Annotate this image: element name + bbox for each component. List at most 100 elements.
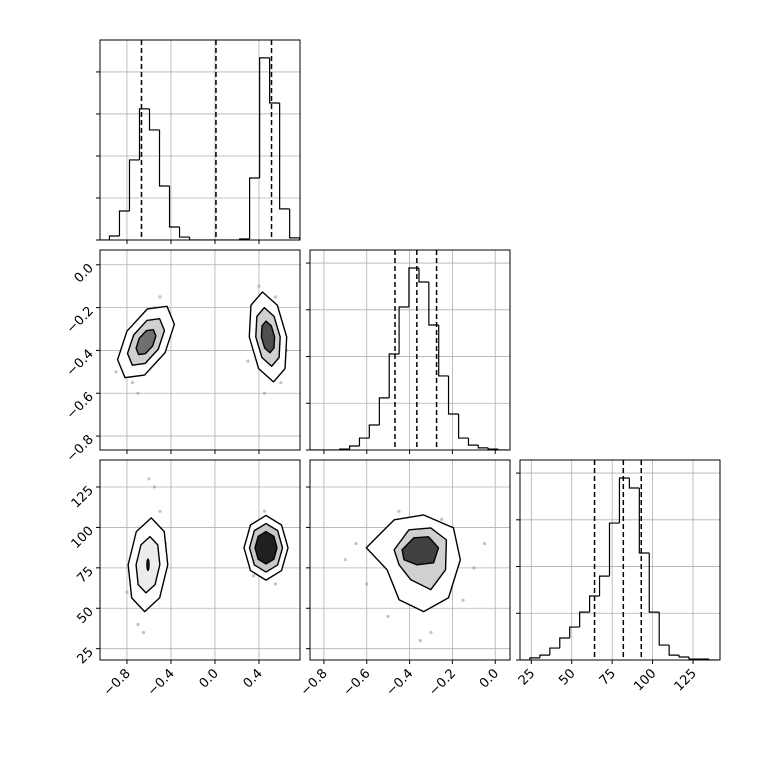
histogram-step	[418, 267, 429, 283]
histogram-step	[158, 129, 170, 187]
y-tick-label: −0.6	[64, 389, 97, 422]
x-tick-label: 125	[672, 666, 700, 694]
scatter-point	[429, 630, 433, 635]
histogram-step	[289, 208, 300, 240]
histogram-step	[467, 438, 479, 446]
histogram-step	[549, 647, 560, 656]
histogram-step	[388, 353, 400, 398]
histogram-step	[378, 397, 390, 425]
histogram-step	[368, 424, 380, 439]
x-tick-label: −0.4	[145, 666, 178, 699]
contour	[260, 320, 276, 354]
contour	[401, 536, 440, 566]
histogram-step	[168, 186, 180, 228]
contour	[135, 328, 157, 356]
histogram-step	[349, 445, 360, 450]
scatter-point	[273, 295, 278, 299]
contour	[146, 558, 150, 572]
panel-frame	[309, 459, 511, 661]
scatter-point	[136, 391, 140, 395]
scatter-point	[147, 477, 151, 481]
scatter-point	[354, 541, 358, 546]
histogram-step	[279, 103, 290, 210]
y-tick-label: 50	[75, 604, 97, 626]
histogram-step	[589, 595, 600, 613]
y-tick-label: 25	[75, 645, 97, 667]
y-tick-label: 0.0	[72, 261, 97, 286]
histogram-step	[188, 237, 200, 240]
histogram-step	[398, 306, 409, 354]
scatter-point	[418, 638, 422, 643]
panel-frame	[99, 39, 301, 241]
histogram-step	[569, 626, 580, 639]
scatter-point	[246, 359, 250, 363]
x-tick-label: 0.0	[477, 666, 502, 691]
scatter-point	[365, 582, 369, 586]
scatter-point	[262, 509, 267, 513]
x-tick-label: 0.0	[197, 666, 222, 691]
scatter-point	[136, 622, 140, 627]
x-tick-label: −0.6	[341, 666, 374, 699]
x-tick-label: −0.8	[298, 666, 331, 699]
scatter-point	[273, 582, 278, 586]
y-tick-label: 125	[69, 483, 97, 511]
x-tick-label: 100	[631, 666, 659, 694]
scatter-point	[279, 380, 283, 385]
scatter-point	[125, 590, 129, 594]
histogram-step	[358, 437, 370, 447]
scatter-point	[472, 566, 476, 570]
histogram-step	[668, 645, 680, 656]
scatter-point	[482, 541, 487, 546]
y-tick-label: 100	[69, 524, 97, 552]
x-tick-label: −0.4	[383, 666, 416, 699]
scatter-point	[114, 370, 118, 374]
histogram-step	[128, 159, 140, 212]
histogram-step	[608, 522, 620, 577]
scatter-point	[141, 630, 146, 635]
panel-frame	[519, 459, 721, 661]
x-tick-label: 50	[556, 666, 578, 688]
scatter-point	[343, 558, 347, 562]
histogram-step	[598, 575, 610, 596]
histogram-step	[249, 177, 260, 239]
histogram-step	[497, 449, 509, 450]
histogram-step	[618, 477, 630, 524]
scatter-point	[152, 485, 157, 489]
histogram-step	[408, 267, 419, 308]
histogram-step	[529, 657, 540, 660]
histogram-step	[118, 210, 130, 237]
histogram-step	[447, 375, 459, 415]
histogram-step	[487, 447, 499, 450]
panel-frame	[99, 459, 301, 661]
histogram-step	[628, 477, 640, 489]
histogram-step	[428, 282, 439, 326]
y-tick-label: 75	[75, 564, 97, 586]
scatter-point	[397, 509, 401, 513]
histogram-step	[559, 637, 570, 649]
scatter-point	[130, 380, 135, 385]
x-tick-label: 25	[516, 666, 538, 688]
histogram-step	[138, 108, 150, 160]
histogram-step	[678, 655, 690, 658]
histogram-step	[638, 488, 650, 554]
histogram-step	[108, 235, 120, 240]
histogram-step	[539, 654, 550, 658]
panel-frame	[99, 249, 301, 451]
histogram-step	[178, 226, 190, 238]
histogram-step	[148, 108, 160, 131]
scatter-point	[251, 574, 256, 578]
scatter-point	[158, 295, 162, 299]
y-tick-label: −0.8	[64, 432, 97, 465]
histogram-step	[648, 552, 660, 613]
scatter-point	[257, 284, 261, 288]
x-tick-label: 0.4	[241, 666, 266, 691]
histogram-step	[579, 611, 590, 628]
histogram-step	[658, 612, 670, 646]
histogram-step	[458, 414, 469, 439]
x-tick-label: −0.2	[426, 666, 459, 699]
scatter-point	[158, 509, 162, 513]
histogram-step	[708, 659, 719, 660]
histogram-step	[259, 57, 270, 179]
